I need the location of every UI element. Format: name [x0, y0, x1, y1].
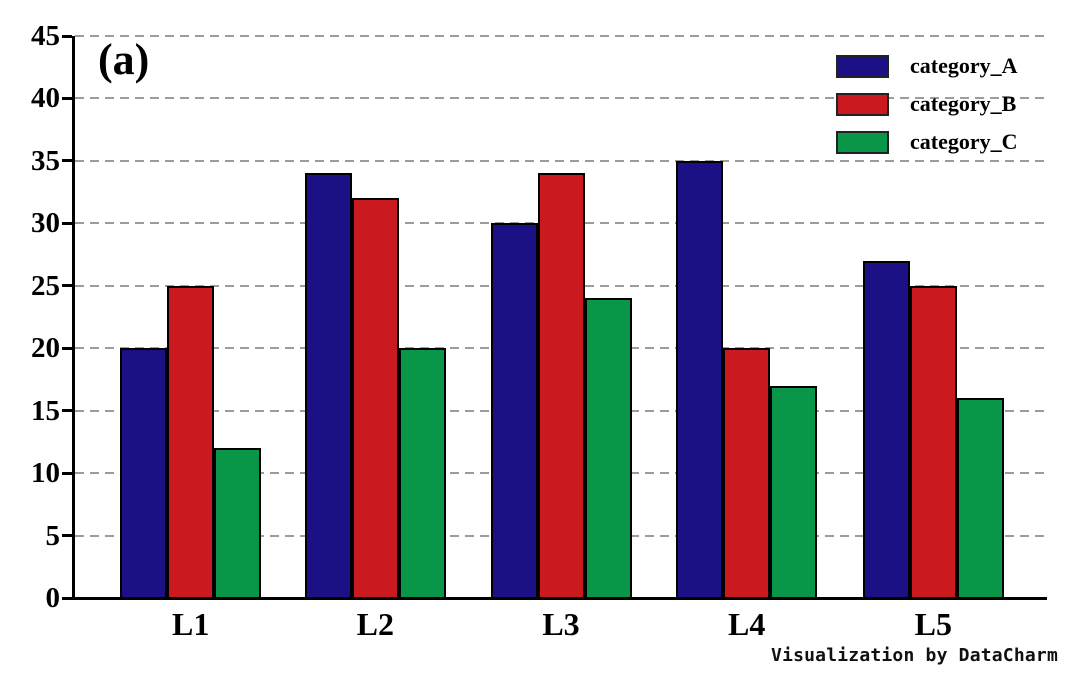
y-tick-label: 40 [31, 82, 60, 115]
legend-swatch-category_C [836, 130, 889, 154]
legend-label-category_B: category_B [910, 91, 1017, 116]
bar-group-L4 [676, 160, 818, 598]
legend-row-category_A: category_A [836, 47, 1018, 85]
bar-group-L5 [862, 260, 1004, 598]
bar-category_C-L5 [956, 398, 1004, 598]
y-tick-mark [62, 346, 72, 350]
gridline-45 [75, 35, 1045, 37]
y-tick-label: 10 [31, 457, 60, 490]
bar-category_C-L3 [584, 298, 632, 598]
y-tick-mark [62, 534, 72, 538]
y-tick-mark [62, 34, 72, 38]
bar-category_B-L1 [167, 285, 215, 598]
y-tick-mark [62, 284, 72, 288]
y-tick-label: 20 [31, 332, 60, 365]
y-tick-label: 30 [31, 207, 60, 240]
watermark-text: Visualization by DataCharm [771, 645, 1058, 666]
x-tick-label-L4: L4 [727, 606, 766, 642]
y-tick-mark [62, 96, 72, 100]
x-tick-label-L2: L2 [356, 606, 395, 642]
legend-row-category_B: category_B [836, 85, 1018, 123]
bar-category_A-L5 [862, 260, 910, 598]
legend-label-category_C: category_C [910, 129, 1018, 154]
bar-category_B-L4 [723, 348, 771, 598]
bar-category_C-L2 [398, 348, 446, 598]
bar-category_C-L1 [214, 448, 262, 598]
x-tick-label-L5: L5 [914, 606, 952, 642]
bar-category_B-L3 [537, 173, 585, 598]
x-tick-label-L1: L1 [171, 606, 210, 642]
gridline-35 [75, 159, 1045, 162]
legend-swatch-category_B [836, 92, 889, 116]
legend: category_A category_B category_C [836, 47, 1018, 161]
x-tick-label-L3: L3 [542, 606, 580, 642]
legend-label-category_A: category_A [910, 53, 1018, 78]
y-tick-mark [62, 596, 72, 600]
y-tick-label: 35 [31, 144, 60, 177]
y-tick-label: 0 [45, 582, 61, 614]
y-tick-label: 5 [45, 519, 61, 552]
bar-category_A-L3 [490, 223, 538, 598]
y-axis-spine [72, 36, 75, 600]
y-tick-label: 45 [31, 20, 60, 52]
bar-group-L1 [120, 285, 262, 598]
bar-category_B-L2 [351, 198, 399, 598]
y-tick-mark [62, 221, 72, 225]
legend-row-category_C: category_C [836, 123, 1018, 161]
x-axis-spine [72, 597, 1047, 600]
legend-swatch-category_A [836, 54, 889, 78]
bar-category_A-L2 [304, 173, 352, 598]
y-tick-mark [62, 409, 72, 413]
bar-group-L3 [490, 173, 632, 598]
gridline-40 [75, 97, 1045, 100]
panel-label: (a) [98, 35, 150, 84]
y-tick-mark [62, 159, 72, 163]
bar-group-L2 [304, 173, 446, 598]
y-tick-label: 25 [31, 269, 60, 302]
bar-category_A-L4 [676, 160, 724, 598]
y-tick-mark [62, 471, 72, 475]
bar-category_A-L1 [120, 348, 168, 598]
bar-category_C-L4 [770, 385, 818, 598]
bar-category_B-L5 [909, 285, 957, 598]
y-tick-label: 15 [31, 394, 60, 427]
